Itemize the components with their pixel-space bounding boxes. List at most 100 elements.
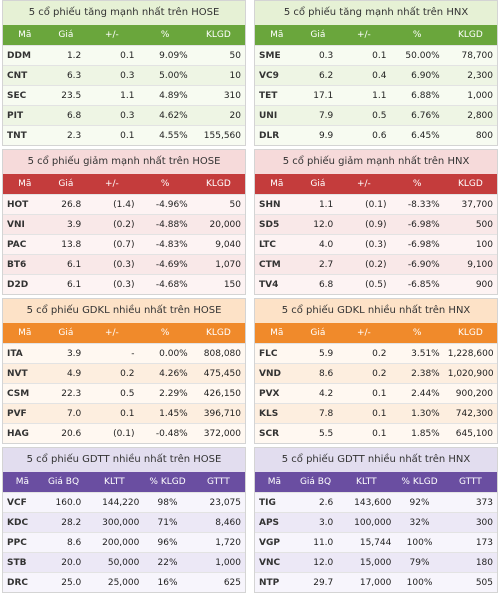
table-cell: 23,075 — [191, 492, 245, 513]
table-header-row: Mã Giá +/-% KLGD — [255, 25, 497, 46]
table-cell: -4.83% — [138, 234, 192, 255]
table-cell: 0.2 — [337, 363, 391, 384]
stock-table: Mã Giá BQ KLTT% KLGD GTTT TIG 2.6 143,600 92% 37… — [255, 472, 497, 592]
down-hnx-panel: 5 cổ phiếu giảm mạnh nhất trên HNX Mã Giá +… — [254, 149, 498, 295]
table-cell: 6.1 — [46, 274, 86, 294]
column-header: Giá — [298, 25, 338, 46]
table-header-row: Mã Giá +/-% KLGD — [255, 323, 497, 344]
table-cell: 15,744 — [337, 532, 396, 553]
column-header: KLTT — [337, 472, 396, 493]
table-row: SCR 5.5 0.1 1.85% 645,100 — [255, 423, 497, 443]
table-cell: 0.1 — [85, 125, 139, 145]
table-row: HAG 20.6 (0.1) -0.48% 372,000 — [3, 423, 245, 443]
up-hose-panel: 5 cổ phiếu tăng mạnh nhất trên HOSE Mã Giá… — [2, 0, 246, 146]
table-cell: 16% — [143, 572, 192, 592]
stock-symbol: STB — [3, 552, 42, 573]
stock-symbol: FLC — [255, 343, 299, 364]
column-header: Giá BQ — [41, 472, 86, 493]
table-cell: 0.1 — [337, 403, 391, 424]
table-cell: 100,000 — [337, 512, 396, 533]
table-cell: 15,000 — [337, 552, 396, 573]
table-cell: 9.9 — [298, 125, 338, 145]
table-cell: 144,220 — [85, 492, 144, 513]
table-row: LTC 4.0 (0.3) -6.98% 100 — [255, 234, 497, 255]
table-cell: -4.68% — [138, 274, 192, 294]
table-cell: -6.98% — [390, 234, 444, 255]
column-header: +/- — [337, 174, 391, 195]
panel-title: 5 cổ phiếu tăng mạnh nhất trên HOSE — [3, 1, 245, 25]
table-cell: 300,000 — [85, 512, 144, 533]
table-header-row: Mã Giá +/-% KLGD — [255, 174, 497, 195]
stock-symbol: TET — [255, 85, 299, 106]
table-cell: (0.2) — [85, 214, 139, 235]
table-header-row: Mã Giá BQ KLTT% KLGD GTTT — [3, 472, 245, 493]
column-header: KLTT — [85, 472, 144, 493]
table-cell: 0.6 — [337, 125, 391, 145]
table-cell: -0.48% — [138, 423, 192, 443]
table-row: PVX 4.2 0.1 2.44% 900,200 — [255, 383, 497, 404]
table-cell: 9,040 — [191, 234, 245, 255]
table-cell: 100% — [395, 572, 444, 592]
table-cell: 6.2 — [298, 65, 338, 86]
table-row: STB 20.0 50,000 22% 1,000 — [3, 552, 245, 573]
deal-hnx-panel: 5 cổ phiếu GDTT nhiều nhất trên HNX Mã Giá… — [254, 447, 498, 593]
table-cell: 6.8 — [46, 105, 86, 126]
column-header: Mã — [255, 174, 299, 195]
stock-symbol: APS — [255, 512, 294, 533]
stock-symbol: TNT — [3, 125, 47, 145]
table-cell: 6.8 — [298, 274, 338, 294]
table-row: SHN 1.1 (0.1) -8.33% 37,700 — [255, 194, 497, 215]
stock-symbol: SEC — [3, 85, 47, 106]
table-row: VCF 160.0 144,220 98% 23,075 — [3, 492, 245, 513]
table-cell: 742,300 — [443, 403, 497, 424]
table-cell: 1,020,900 — [443, 363, 497, 384]
stock-symbol: DLR — [255, 125, 299, 145]
column-header: KLGD — [191, 323, 245, 344]
table-row: SEC 23.5 1.1 4.89% 310 — [3, 85, 245, 106]
table-cell: 2.38% — [390, 363, 444, 384]
table-row: PVF 7.0 0.1 1.45% 396,710 — [3, 403, 245, 424]
table-cell: 900 — [443, 274, 497, 294]
table-cell: 2.7 — [298, 254, 338, 275]
table-cell: 12.0 — [293, 552, 338, 573]
table-cell: -4.96% — [138, 194, 192, 215]
table-row: TET 17.1 1.1 6.88% 1,000 — [255, 85, 497, 106]
table-cell: -4.69% — [138, 254, 192, 275]
table-row: PAC 13.8 (0.7) -4.83% 9,040 — [3, 234, 245, 255]
stock-symbol: DDM — [3, 45, 47, 66]
table-row: HOT 26.8 (1.4) -4.96% 50 — [3, 194, 245, 215]
stock-symbol: VCF — [3, 492, 42, 513]
panel-title: 5 cổ phiếu GDKL nhiều nhất trên HNX — [255, 299, 497, 323]
stock-symbol: SD5 — [255, 214, 299, 235]
stock-symbol: LTC — [255, 234, 299, 255]
column-header: Mã — [3, 174, 47, 195]
stock-symbol: CSM — [3, 383, 47, 404]
table-cell: 11.0 — [293, 532, 338, 553]
column-header: KLGD — [443, 25, 497, 46]
table-cell: 143,600 — [337, 492, 396, 513]
stock-table: Mã Giá +/-% KLGD FLC 5.9 0.2 3.51% 1,228,600 VND 8… — [255, 323, 497, 443]
stock-symbol: ITA — [3, 343, 47, 364]
table-cell: 2.6 — [293, 492, 338, 513]
stock-symbol: CTM — [255, 254, 299, 275]
table-cell: 180 — [443, 552, 497, 573]
table-row: DLR 9.9 0.6 6.45% 800 — [255, 125, 497, 145]
table-cell: 800 — [443, 125, 497, 145]
table-cell: 808,080 — [191, 343, 245, 364]
stock-symbol: HOT — [3, 194, 47, 215]
table-cell: 5.00% — [138, 65, 192, 86]
table-cell: 0.1 — [337, 423, 391, 443]
table-header-row: Mã Giá +/-% KLGD — [3, 323, 245, 344]
stock-symbol: TIG — [255, 492, 294, 513]
table-cell: 0.1 — [85, 403, 139, 424]
stock-symbol: VGP — [255, 532, 294, 553]
table-cell: 7.8 — [298, 403, 338, 424]
column-header: Giá — [298, 174, 338, 195]
table-cell: 4.89% — [138, 85, 192, 106]
column-header: +/- — [337, 323, 391, 344]
table-cell: 2.3 — [46, 125, 86, 145]
table-cell: 7.0 — [46, 403, 86, 424]
table-row: ITA 3.9-0.00% 808,080 — [3, 343, 245, 364]
table-cell: 13.8 — [46, 234, 86, 255]
column-header: Giá — [298, 323, 338, 344]
